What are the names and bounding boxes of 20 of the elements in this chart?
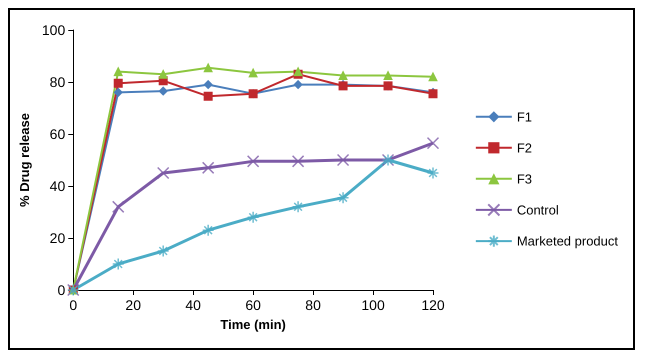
x-tick-label: 40 bbox=[185, 297, 202, 313]
legend-label: Control bbox=[516, 202, 559, 218]
y-axis-title: % Drug release bbox=[17, 113, 32, 207]
x-tick-label: 120 bbox=[421, 297, 445, 313]
x-tick-label: 0 bbox=[69, 297, 78, 313]
legend-label: F3 bbox=[516, 171, 532, 186]
y-tick-label: 40 bbox=[50, 178, 66, 194]
legend-label: F1 bbox=[516, 109, 532, 124]
x-tick-label: 20 bbox=[125, 297, 142, 313]
x-tick-label: 60 bbox=[245, 297, 262, 313]
y-tick-label: 80 bbox=[50, 74, 66, 90]
x-tick-label: 80 bbox=[305, 297, 322, 313]
legend-label: Marketed product bbox=[516, 234, 618, 249]
y-tick-label: 60 bbox=[50, 126, 66, 142]
y-tick-label: 20 bbox=[50, 230, 66, 246]
y-tick-label: 100 bbox=[42, 22, 66, 38]
y-tick-label: 0 bbox=[57, 282, 66, 298]
x-axis-title: Time (min) bbox=[220, 317, 286, 332]
x-tick-label: 100 bbox=[361, 297, 385, 313]
legend-label: F2 bbox=[516, 140, 532, 156]
